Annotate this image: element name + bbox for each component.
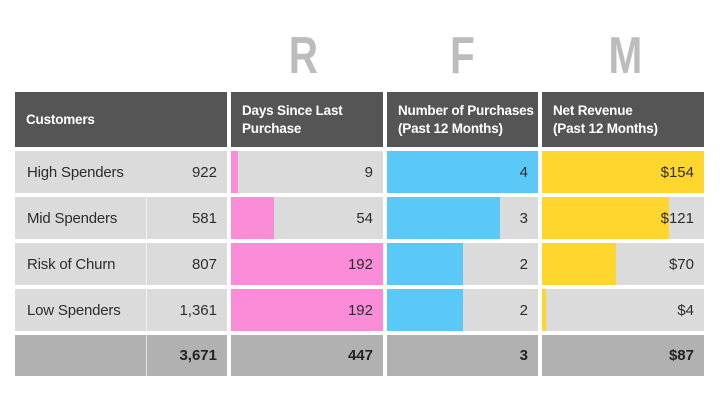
header-monetary: Net Revenue (Past 12 Months) <box>542 92 704 147</box>
header-line: (Past 12 Months) <box>398 120 503 136</box>
revenue-bar <box>542 289 547 331</box>
total-recency-cell: 447 <box>231 335 383 376</box>
recency-value: 192 <box>347 255 373 273</box>
revenue-cell: $4 <box>542 289 704 331</box>
recency-cell: 54 <box>231 197 383 239</box>
recency-letter: R <box>288 27 318 85</box>
total-revenue-value: $87 <box>668 347 694 364</box>
recency-bar <box>231 289 383 331</box>
frequency-bar <box>387 151 538 193</box>
monetary-letter: M <box>608 27 642 85</box>
total-customer-count: 3,671 <box>179 347 217 364</box>
customer-cell: Low Spenders 1,361 <box>15 289 227 331</box>
revenue-value: $154 <box>660 163 694 181</box>
frequency-cell: 2 <box>387 243 538 285</box>
header-line: Days Since Last <box>242 102 343 118</box>
recency-value: 9 <box>364 163 373 181</box>
revenue-cell: $121 <box>542 197 704 239</box>
recency-bar <box>231 197 274 239</box>
header-frequency: Number of Purchases (Past 12 Months) <box>387 92 538 147</box>
recency-bar <box>231 151 239 193</box>
frequency-bar <box>387 243 463 285</box>
customer-count: 807 <box>191 255 217 273</box>
customer-count: 581 <box>191 209 217 227</box>
total-revenue-cell: $87 <box>542 335 704 376</box>
customer-cell: Risk of Churn 807 <box>15 243 227 285</box>
revenue-value: $4 <box>677 301 694 319</box>
revenue-bar <box>542 151 704 193</box>
customer-name: High Spenders <box>27 163 124 181</box>
revenue-bar <box>542 243 616 285</box>
frequency-value: 3 <box>519 209 528 227</box>
header-line: Customers <box>26 111 95 127</box>
frequency-cell: 3 <box>387 197 538 239</box>
recency-bar <box>231 243 383 285</box>
recency-cell: 9 <box>231 151 383 193</box>
revenue-value: $121 <box>660 209 694 227</box>
frequency-value: 4 <box>519 163 528 181</box>
frequency-value: 2 <box>519 301 528 319</box>
customer-name: Mid Spenders <box>27 209 118 227</box>
frequency-bar <box>387 197 501 239</box>
revenue-cell: $154 <box>542 151 704 193</box>
revenue-value: $70 <box>668 255 694 273</box>
header-customers: Customers <box>15 92 227 147</box>
header-line: Purchase <box>242 120 302 136</box>
frequency-bar <box>387 289 463 331</box>
total-frequency-value: 3 <box>519 347 528 364</box>
header-line: Net Revenue <box>553 102 633 118</box>
frequency-letter: F <box>450 27 475 85</box>
total-frequency-cell: 3 <box>387 335 538 376</box>
recency-cell: 192 <box>231 289 383 331</box>
customer-name: Risk of Churn <box>27 255 116 273</box>
customer-count: 922 <box>191 163 217 181</box>
header-line: Number of Purchases <box>398 102 534 118</box>
customer-name: Low Spenders <box>27 301 121 319</box>
customer-count: 1,361 <box>179 301 217 319</box>
recency-value: 192 <box>347 301 373 319</box>
total-recency-value: 447 <box>347 347 373 364</box>
recency-value: 54 <box>356 209 373 227</box>
header-line: (Past 12 Months) <box>553 120 658 136</box>
header-recency: Days Since Last Purchase <box>231 92 383 147</box>
revenue-bar <box>542 197 670 239</box>
customer-cell: High Spenders 922 <box>15 151 227 193</box>
revenue-cell: $70 <box>542 243 704 285</box>
frequency-cell: 4 <box>387 151 538 193</box>
total-customers-cell: 3,671 <box>15 335 227 376</box>
frequency-cell: 2 <box>387 289 538 331</box>
customer-cell: Mid Spenders 581 <box>15 197 227 239</box>
recency-cell: 192 <box>231 243 383 285</box>
frequency-value: 2 <box>519 255 528 273</box>
rfm-table: Customers Days Since Last Purchase Numbe… <box>15 92 705 376</box>
